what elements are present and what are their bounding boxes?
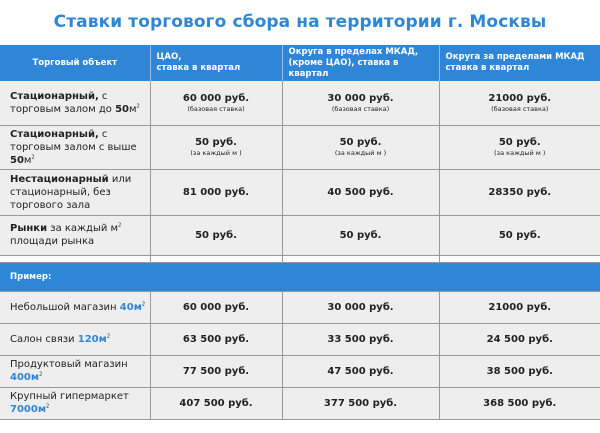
- example-name: Небольшой магазин 40м2: [0, 291, 150, 324]
- header-mkad-line2: (кроме ЦАО), ставка в квартал: [288, 57, 399, 79]
- page-title: Ставки торгового сбора на территории г. …: [53, 12, 547, 32]
- row-name: Рынки за каждый м2 площади рынка: [0, 215, 150, 256]
- value-cell: 50 руб.: [438, 215, 600, 256]
- header-outside-line2: ставка в квартал: [445, 63, 530, 73]
- value-cell: 30 000 руб.: [281, 291, 439, 324]
- table-row: Стационарный, с торговым залом с выше 50…: [0, 125, 600, 170]
- value-cell: 60 000 руб. (базовая ставка): [149, 81, 282, 126]
- value-cell: 28350 руб.: [438, 169, 600, 216]
- table-header: Торговый объект ЦАО, ставка в квартал Ок…: [0, 45, 600, 81]
- value-cell: 81 000 руб.: [149, 169, 282, 216]
- header-mkad-line1: Округа в пределах МКАД,: [288, 46, 419, 57]
- value-cell: 21000 руб. (базовая ставка): [438, 81, 600, 126]
- value-cell: 50 руб. (за каждый м ): [281, 125, 439, 170]
- row-name: Нестационарный или стационарный, без тор…: [0, 169, 150, 216]
- example-label: Пример:: [0, 262, 600, 292]
- header-outside: Округа за пределами МКАД ставка в кварта…: [438, 45, 600, 81]
- value-cell: 38 500 руб.: [438, 355, 600, 388]
- spacer-row: [0, 255, 600, 263]
- rates-table: Торговый объект ЦАО, ставка в квартал Ок…: [0, 45, 600, 420]
- value-cell: 50 руб.: [281, 215, 439, 256]
- value-cell: 63 500 руб.: [149, 323, 282, 356]
- example-name: Продуктовый магазин 400м2: [0, 355, 150, 388]
- value-cell: 50 руб. (за каждый м ): [438, 125, 600, 170]
- header-mkad: Округа в пределах МКАД, (кроме ЦАО), ста…: [281, 45, 439, 81]
- row-name: Стационарный, с торговым залом с выше 50…: [0, 125, 150, 170]
- header-object: Торговый объект: [0, 45, 150, 81]
- example-name: Крупный гипермаркет 7000м2: [0, 387, 150, 420]
- value-cell: 24 500 руб.: [438, 323, 600, 356]
- value-cell: 368 500 руб.: [438, 387, 600, 420]
- table-row: Небольшой магазин 40м2 60 000 руб. 30 00…: [0, 291, 600, 324]
- table-row: Рынки за каждый м2 площади рынка 50 руб.…: [0, 215, 600, 256]
- table-row: Нестационарный или стационарный, без тор…: [0, 169, 600, 216]
- example-name: Салон связи 120м2: [0, 323, 150, 356]
- example-header: Пример:: [0, 262, 600, 292]
- table-row: Крупный гипермаркет 7000м2 407 500 руб. …: [0, 387, 600, 420]
- value-cell: 50 руб. (за каждый м ): [149, 125, 282, 170]
- header-cao-line2: ставка в квартал: [156, 63, 241, 73]
- value-cell: 377 500 руб.: [281, 387, 439, 420]
- value-cell: 40 500 руб.: [281, 169, 439, 216]
- value-cell: 30 000 руб. (базовая ставка): [281, 81, 439, 126]
- value-cell: 407 500 руб.: [149, 387, 282, 420]
- value-cell: 60 000 руб.: [149, 291, 282, 324]
- value-cell: 47 500 руб.: [281, 355, 439, 388]
- header-cao-line1: ЦАО,: [156, 52, 182, 62]
- value-cell: 50 руб.: [149, 215, 282, 256]
- table-row: Стационарный, с торговым залом до 50м2 6…: [0, 81, 600, 126]
- value-cell: 21000 руб.: [438, 291, 600, 324]
- table-row: Продуктовый магазин 400м2 77 500 руб. 47…: [0, 355, 600, 388]
- row-name: Стационарный, с торговым залом до 50м2: [0, 81, 150, 126]
- value-cell: 77 500 руб.: [149, 355, 282, 388]
- table-row: Салон связи 120м2 63 500 руб. 33 500 руб…: [0, 323, 600, 356]
- value-cell: 33 500 руб.: [281, 323, 439, 356]
- header-cao: ЦАО, ставка в квартал: [149, 45, 282, 81]
- header-outside-line1: Округа за пределами МКАД: [445, 52, 585, 62]
